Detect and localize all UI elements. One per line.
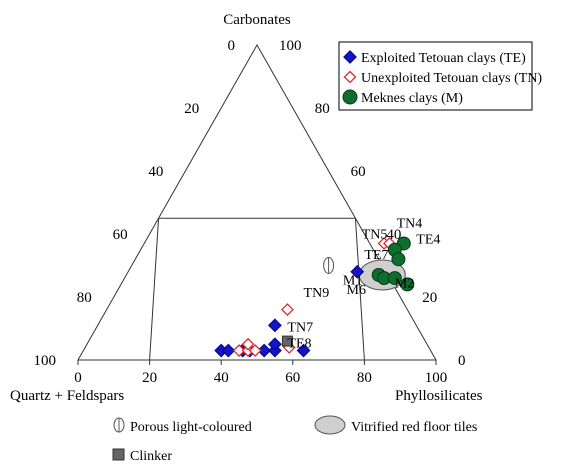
apex-label-top: Carbonates [223,12,291,28]
bottom-legend-clinker-marker [112,448,125,461]
right-tick-label: 100 [279,38,302,54]
right-tick-label: 20 [422,290,437,306]
tn-point [248,344,262,357]
bottom-legend-label: Vitrified red floor tiles [351,420,477,435]
te-point [267,337,282,352]
te-point [257,343,272,358]
point-label: TN4 [397,217,423,232]
ternary-data-marks [214,236,415,358]
left-tick-label: 80 [77,290,92,306]
tn-point [241,337,255,351]
right-tick-label: 0 [458,353,466,369]
bottom-tick-label: 100 [425,370,448,386]
bottom-legend-vitrified-marker [314,415,346,435]
m-point [400,277,415,292]
legend-label: Exploited Tetouan clays (TE) [361,51,526,66]
left-tick-label: 100 [34,353,57,369]
legend-te-marker [343,50,357,64]
bottom-tick-label: 80 [357,370,372,386]
legend-label: Unexploited Tetouan clays (TN) [361,71,542,86]
legend-tn-marker [343,70,357,84]
point-label: TN5 [362,228,388,243]
left-tick-label: 20 [184,101,199,117]
point-label: TE4 [416,232,440,247]
point-label: TE8 [287,336,311,351]
ternary-frame [77,43,437,361]
bottom-tick-label: 20 [142,370,157,386]
bottom-tick-label: 40 [214,370,229,386]
apex-label-left: Quartz + Feldspars [10,388,124,404]
te-point [350,264,365,279]
apex-label-right: Phyllosilicates [395,388,483,404]
left-tick-label: 60 [113,227,128,243]
bottom-legend-label: Clinker [130,449,172,464]
bottom-legend-label: Porous light-coloured [130,420,252,435]
bottom-tick-label: 0 [74,370,82,386]
point-label: M6 [347,283,366,298]
tn-point [281,303,294,317]
point-label: TN9 [304,286,330,301]
right-tick-label: 60 [351,164,366,180]
point-label: TE7 [364,248,388,263]
legend: Exploited Tetouan clays (TE) Unexploited … [338,41,542,111]
te-point [267,318,282,333]
bottom-legend: Porous light-coloured Vitrified red floor… [112,415,477,464]
te-point [296,343,311,358]
right-tick-label: 80 [315,101,330,117]
point-label: M2 [395,277,414,292]
clinker-marker [281,335,293,347]
m-point [387,271,402,286]
m-point [391,252,406,267]
region-left-line [149,218,160,361]
point-label: TN7 [287,321,313,336]
tn-point [232,344,246,357]
ternary-apex-labels: Carbonates Quartz + Feldspars Phyllosilica… [10,12,483,404]
region-right-line [354,218,365,361]
te-point [221,343,236,358]
legend-box [338,41,533,111]
bottom-tick-label: 60 [285,370,300,386]
point-label: M1 [343,273,362,288]
outer-triangle [77,43,437,361]
legend-label: Meknes clays (M) [361,91,463,106]
left-tick-label: 40 [148,164,163,180]
legend-m-marker [342,89,358,105]
left-tick-label: 0 [228,38,236,54]
